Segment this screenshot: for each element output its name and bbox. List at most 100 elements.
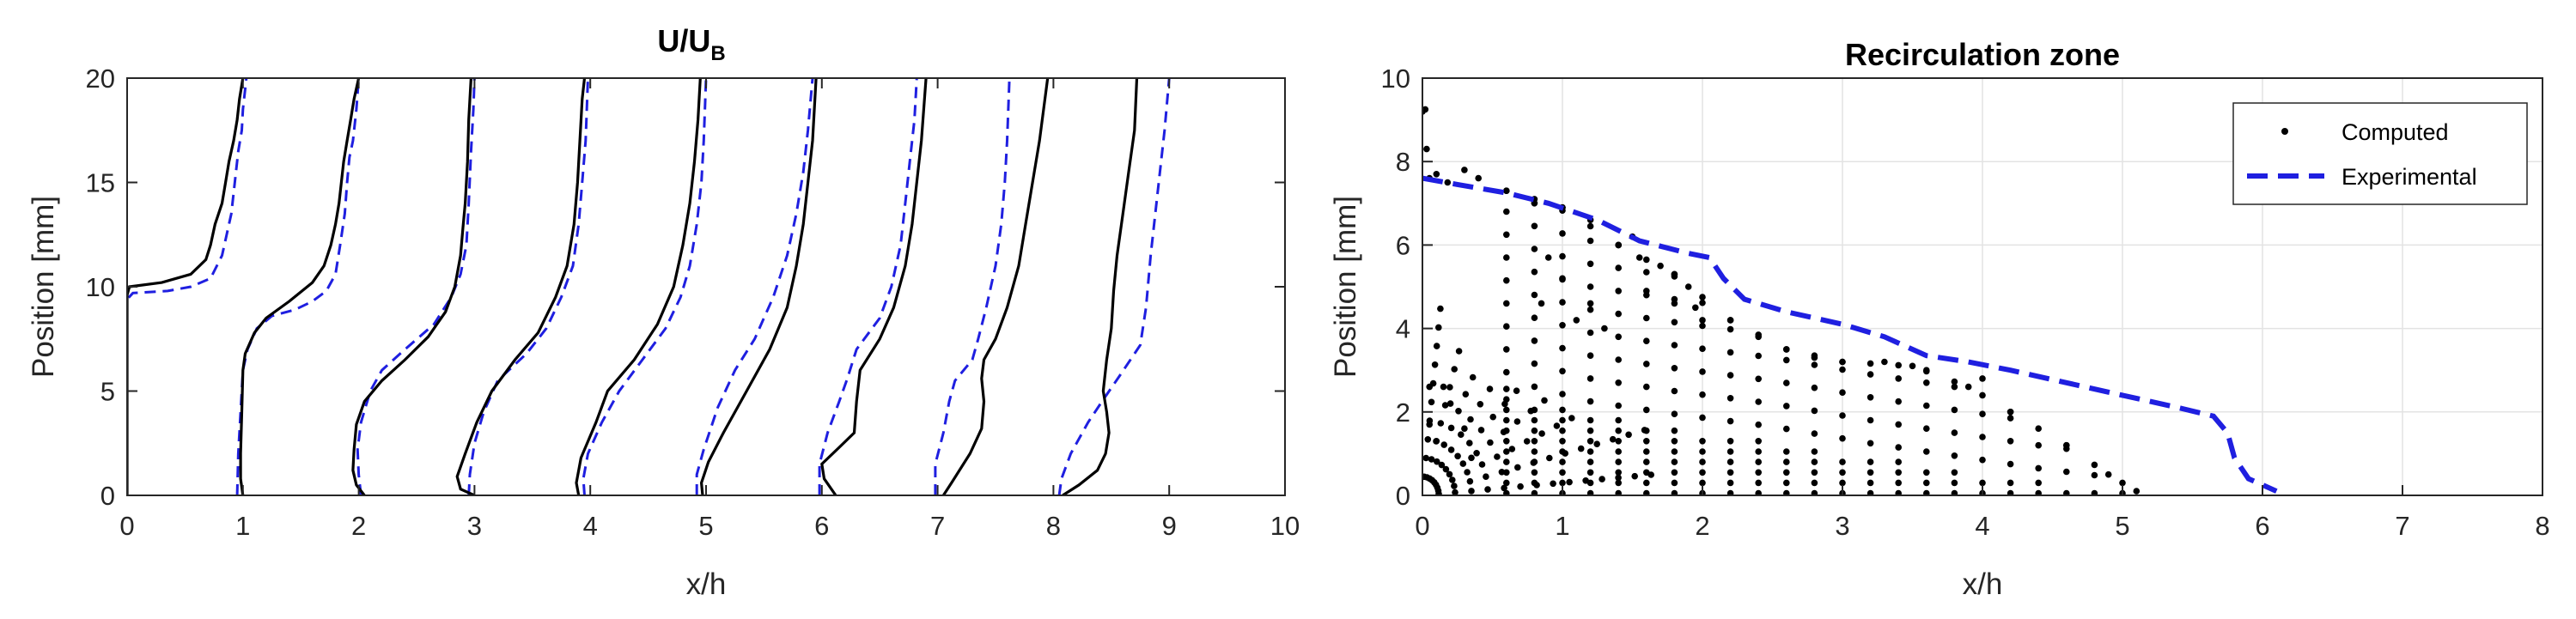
left-y-axis-label: Position [mm] [27, 196, 60, 378]
computed-point [1811, 407, 1818, 415]
computed-point [2035, 425, 2042, 433]
computed-point [1531, 360, 1538, 367]
left-x-tick-label: 4 [583, 511, 598, 541]
left-y-tick-label: 20 [86, 64, 115, 94]
computed-point [1559, 275, 1566, 282]
right-y-tick-label: 2 [1396, 397, 1410, 428]
computed-point [1559, 469, 1566, 476]
computed-point [1699, 469, 1706, 476]
computed-point [1586, 329, 1594, 337]
computed-point [1615, 310, 1622, 318]
computed-point [1541, 397, 1548, 404]
left-y-tick-label: 10 [86, 272, 115, 302]
computed-point [1586, 397, 1594, 405]
computed-point [1839, 458, 1846, 465]
computed-point [1461, 167, 1468, 173]
computed-point [1437, 420, 1445, 427]
computed-point [1483, 473, 1489, 480]
computed-point [1468, 488, 1475, 495]
computed-point [2063, 489, 2070, 495]
computed-point [1867, 469, 1874, 476]
computed-point [1586, 448, 1594, 455]
computed-point [1699, 448, 1706, 455]
computed-point [1699, 368, 1706, 375]
computed-point [1839, 358, 1846, 366]
computed-point [1643, 469, 1650, 476]
computed-point [1979, 410, 1986, 418]
computed-point [1503, 479, 1510, 487]
computed-point [1643, 448, 1650, 455]
computed-point [1494, 453, 1501, 460]
computed-point [1531, 268, 1538, 276]
computed-point [1422, 454, 1429, 462]
right-title: Recirculation zone [1845, 37, 2120, 72]
computed-point [1615, 458, 1622, 465]
computed-point [1625, 431, 1632, 439]
computed-profile-line [575, 78, 702, 495]
computed-point [1839, 389, 1846, 397]
computed-point [1449, 476, 1456, 483]
computed-point [1783, 479, 1790, 487]
computed-point [1503, 208, 1510, 215]
computed-point [1531, 458, 1538, 465]
computed-point [1895, 375, 1902, 382]
computed-point [1726, 372, 1734, 379]
computed-point [1895, 458, 1902, 465]
computed-point [1586, 283, 1594, 290]
computed-point [1895, 489, 1902, 495]
computed-point [1699, 414, 1706, 422]
computed-point [1671, 365, 1678, 372]
computed-point [1586, 479, 1594, 487]
computed-point [1462, 391, 1470, 398]
computed-point [1839, 479, 1846, 487]
computed-point [1643, 269, 1650, 276]
computed-point [1951, 452, 1958, 459]
computed-point [1503, 385, 1510, 392]
computed-point [1428, 456, 1435, 463]
computed-point [1559, 230, 1566, 237]
computed-point [1424, 436, 1432, 443]
computed-point [1699, 317, 1706, 324]
computed-point [1726, 479, 1734, 487]
experimental-boundary-line [1422, 175, 2278, 494]
computed-point [1531, 406, 1538, 414]
computed-point [1867, 360, 1874, 367]
computed-point [1441, 402, 1449, 409]
computed-point [1783, 356, 1790, 364]
computed-point [1643, 288, 1650, 294]
computed-point [1514, 464, 1521, 471]
computed-point [1615, 241, 1622, 249]
computed-point [1951, 429, 1958, 436]
computed-point [1435, 324, 1442, 331]
right-x-axis-label: x/h [1963, 567, 2003, 601]
computed-point [1559, 406, 1566, 414]
computed-point [1643, 479, 1650, 487]
computed-point [1503, 323, 1510, 331]
computed-point [1895, 444, 1902, 451]
computed-point [1586, 300, 1594, 307]
left-x-axis-label: x/h [686, 567, 727, 601]
computed-point [1755, 421, 1762, 428]
computed-point [1426, 383, 1433, 391]
computed-point [1422, 473, 1428, 481]
computed-point [1839, 366, 1846, 373]
computed-point [1503, 187, 1510, 194]
computed-point [1452, 489, 1459, 495]
computed-point [1586, 489, 1594, 495]
computed-point [1609, 435, 1617, 443]
computed-point [1979, 479, 1986, 487]
computed-point [1726, 469, 1734, 476]
left-x-tick-label: 3 [467, 511, 482, 541]
computed-point [1923, 402, 1930, 410]
computed-point [1699, 294, 1706, 300]
computed-point [1811, 384, 1818, 391]
computed-point [1643, 438, 1650, 445]
computed-point [1755, 469, 1762, 476]
computed-point [1699, 345, 1706, 353]
computed-point [1671, 489, 1678, 495]
computed-point [1559, 458, 1566, 465]
left-x-tick-label: 1 [235, 511, 250, 541]
computed-point [1517, 482, 1524, 490]
computed-point [2007, 460, 2014, 468]
computed-point [1811, 479, 1818, 487]
